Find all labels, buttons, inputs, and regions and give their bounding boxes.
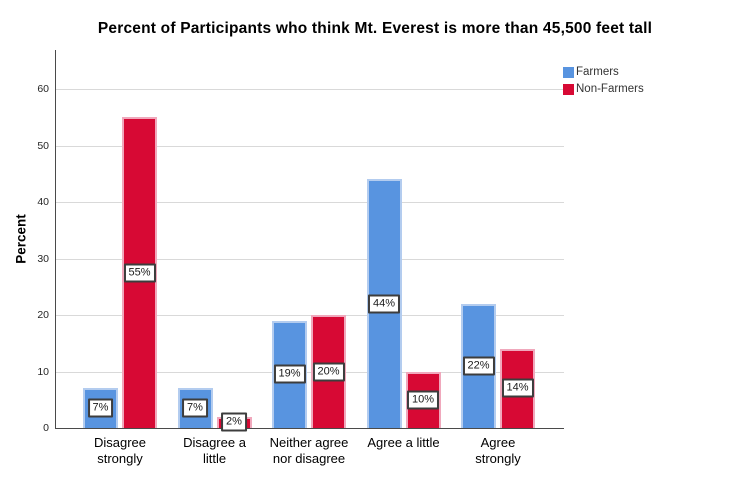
bar-value-label: 7%	[182, 398, 208, 418]
y-tick-label: 20	[37, 309, 49, 321]
y-tick-label: 30	[37, 252, 49, 265]
legend-swatch-icon	[563, 66, 574, 78]
bar-value-label: 19%	[273, 364, 306, 384]
bar-value-label: 22%	[462, 356, 495, 376]
legend: Farmers Non-Farmers	[563, 65, 644, 99]
legend-label: Farmers	[576, 66, 619, 78]
bar-value-label: 20%	[312, 362, 345, 381]
y-tick-label: 60	[37, 83, 49, 95]
y-tick-label: 50	[37, 139, 49, 152]
legend-label: Non-Farmers	[576, 83, 644, 95]
bar-value-label: 55%	[123, 263, 156, 283]
x-category-label-agree-strongly: Agree strongly	[475, 435, 521, 466]
bar-value-label: 2%	[221, 412, 247, 432]
gridline	[56, 315, 564, 316]
y-tick-label: 0	[43, 422, 49, 434]
gridline	[56, 371, 564, 373]
gridline	[56, 202, 564, 203]
x-category-label-agree-a-little: Agree a little	[367, 435, 440, 450]
plot-area: 0 10 20 30 40 50 60 7% 55% Disagree strongly 7% 2% D…	[37, 50, 564, 466]
bar-value-label: 7%	[87, 398, 114, 418]
gridline	[56, 89, 564, 90]
bar-value-label: 10%	[406, 390, 440, 410]
legend-item-farmers: Farmers	[563, 65, 644, 79]
gridline	[56, 145, 564, 147]
bar-value-label: 14%	[501, 378, 534, 398]
x-category-label-disagree-strongly: Disagree strongly	[93, 435, 147, 466]
legend-swatch-icon	[563, 83, 574, 95]
x-category-label-disagree-a-little: Disagree a little	[183, 435, 246, 466]
gridline	[56, 258, 564, 260]
x-category-label-neither-agree-nor-disagree: Neither agree nor disagree	[269, 435, 349, 466]
y-tick-label: 40	[37, 196, 49, 208]
y-tick-label: 10	[37, 365, 49, 378]
bar-value-label: 44%	[367, 294, 401, 314]
legend-item-non-farmers: Non-Farmers	[563, 82, 644, 96]
chart-title: Percent of Participants who think Mt. Ev…	[97, 20, 653, 37]
